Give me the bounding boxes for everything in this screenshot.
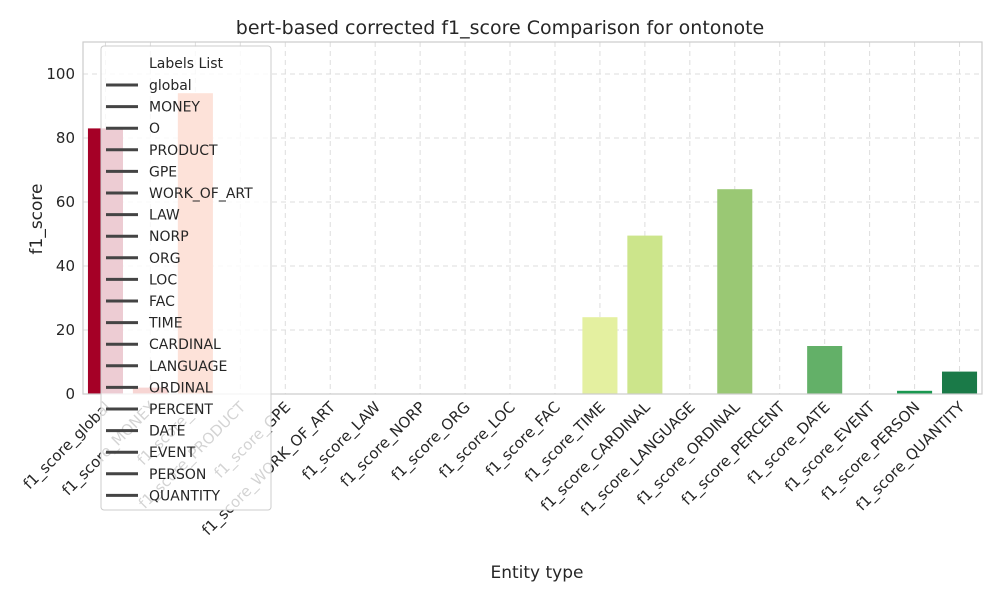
y-tick-label: 20	[56, 321, 75, 339]
y-tick-label: 40	[56, 257, 75, 275]
y-ticks: 0 20 40 60 80 100	[46, 65, 75, 403]
bar	[582, 317, 618, 394]
bar	[941, 371, 978, 394]
legend-label: QUANTITY	[149, 488, 221, 504]
plot-frame	[82, 41, 983, 395]
legend-title: Labels List	[149, 56, 223, 72]
legend: Labels List global MONEY O PRODUCT GPE WORK_O…	[100, 45, 272, 511]
bar	[807, 346, 843, 394]
legend-label: TIME	[148, 316, 183, 332]
legend-label: EVENT	[149, 445, 196, 461]
bar	[897, 390, 933, 394]
legend-label: CARDINAL	[149, 337, 221, 353]
y-tick-label: 60	[56, 193, 75, 211]
legend-label: DATE	[149, 424, 185, 440]
legend-label: MONEY	[149, 100, 200, 116]
y-tick-label: 100	[46, 65, 75, 83]
x-axis-label: Entity type	[490, 563, 583, 583]
legend-label: LANGUAGE	[149, 359, 227, 375]
legend-label: LOC	[149, 272, 177, 288]
bar	[627, 235, 663, 394]
legend-label: PERCENT	[149, 402, 213, 418]
bar	[717, 189, 753, 394]
legend-label: O	[149, 121, 160, 137]
legend-box	[100, 45, 272, 511]
legend-label: PRODUCT	[149, 143, 218, 159]
legend-label: PERSON	[149, 467, 206, 483]
legend-label: WORK_OF_ART	[149, 186, 253, 202]
legend-label: GPE	[149, 164, 177, 180]
chart-title: bert-based corrected f1_score Comparison…	[236, 17, 764, 39]
legend-label: LAW	[149, 208, 180, 224]
legend-items: global MONEY O PRODUCT GPE WORK_OF_ART LAW NORP…	[106, 78, 253, 504]
y-tick-label: 80	[56, 129, 75, 147]
legend-label: ORDINAL	[149, 380, 213, 396]
legend-label: FAC	[149, 294, 175, 310]
legend-label: ORG	[149, 251, 181, 267]
legend-label: global	[149, 78, 192, 94]
legend-label: NORP	[149, 229, 189, 245]
y-tick-label: 0	[65, 385, 75, 403]
y-axis-label: f1_score	[27, 184, 47, 255]
